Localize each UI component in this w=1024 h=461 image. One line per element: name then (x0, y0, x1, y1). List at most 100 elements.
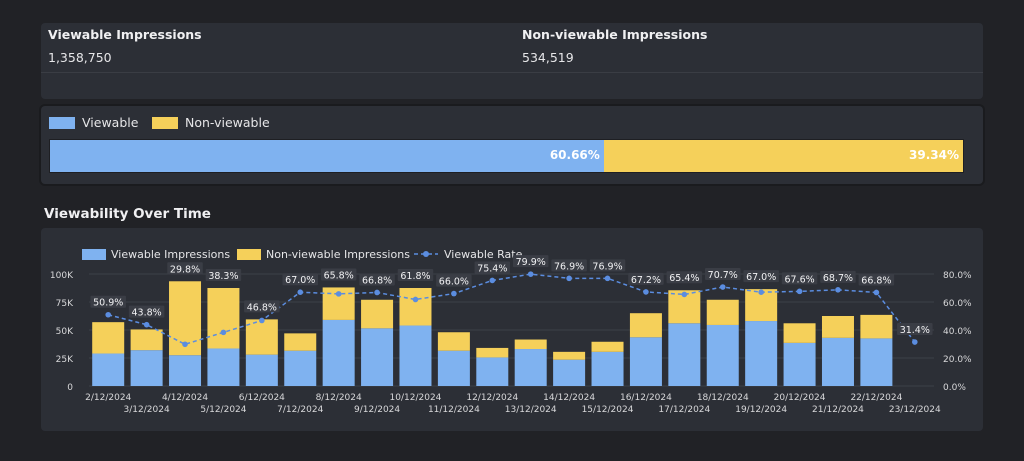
rate-label: 66.0% (439, 277, 469, 288)
bar-viewable (860, 338, 893, 386)
bar-viewable (821, 337, 854, 386)
bar-viewable (591, 351, 624, 386)
split-bar-viewable[interactable]: 60.66% (50, 140, 604, 172)
bar-nonviewable (591, 341, 624, 352)
rate-label-bg (244, 300, 280, 313)
y-left-tick-label: 0 (67, 383, 73, 393)
bar-viewable (706, 324, 739, 386)
legend-viewable-label: Viewable (82, 115, 139, 130)
legend-nonviewable-text: Non-viewable Impressions (266, 248, 410, 261)
summary-card: Viewable Impressions 1,358,750 Non-viewa… (41, 23, 983, 99)
rate-label-bg (205, 269, 242, 281)
rate-label: 67.2% (631, 275, 661, 286)
split-nonviewable-pct: 39.34% (909, 148, 959, 162)
x-tick-label: 13/12/2024 (505, 405, 557, 415)
legend-viewable[interactable]: Viewable (49, 115, 138, 130)
rate-label-bg (359, 273, 395, 286)
bar-nonviewable (92, 322, 125, 354)
rate-label: 76.9% (592, 261, 622, 272)
rate-label-bg (628, 272, 664, 285)
y-right-tick-label: 0.0% (943, 383, 966, 393)
x-tick-label: 6/12/2024 (239, 393, 285, 403)
rate-point (527, 271, 534, 277)
rate-point (835, 287, 841, 293)
rate-label: 50.9% (93, 298, 123, 309)
x-tick-label: 5/12/2024 (200, 405, 246, 415)
legend-nonviewable[interactable]: Non-viewable (152, 115, 270, 130)
y-left-tick-label: 100K (50, 271, 74, 281)
rate-label: 67.0% (746, 272, 776, 283)
x-tick-label: 22/12/2024 (850, 393, 902, 403)
rate-label: 76.9% (554, 261, 584, 272)
y-right-tick-label: 80.0% (943, 271, 972, 281)
rate-point (335, 291, 342, 297)
bar-nonviewable (245, 319, 278, 355)
viewable-metric: Viewable Impressions 1,358,750 (48, 27, 202, 65)
rate-label-bg (474, 261, 511, 274)
nonviewable-metric-label: Non-viewable Impressions (522, 27, 708, 42)
split-viewable-pct: 60.66% (549, 148, 600, 162)
rate-point (489, 277, 496, 284)
viewability-chart-card: Viewable Impressions Non-viewable Impress… (41, 228, 983, 431)
rate-label: 66.8% (861, 275, 891, 286)
x-tick-label: 18/12/2024 (697, 393, 749, 403)
nonviewable-metric-value: 534,519 (522, 50, 574, 65)
x-tick-label: 17/12/2024 (658, 405, 710, 415)
rate-label-bg (705, 268, 741, 281)
legend-nonviewable-label: Non-viewable (185, 115, 270, 130)
viewability-split-card: Viewable Non-viewable 60.66% 39.34% (41, 106, 983, 184)
y-left-tick-label: 50K (56, 327, 74, 337)
rate-point (681, 291, 688, 298)
bar-viewable (361, 328, 394, 386)
rate-point (259, 317, 265, 324)
rate-label: 65.4% (669, 273, 699, 284)
nonviewable-swatch (152, 116, 178, 129)
rate-label-bg (858, 273, 895, 286)
viewable-metric-label: Viewable Impressions (48, 27, 202, 42)
x-tick-label: 23/12/2024 (889, 405, 941, 415)
rate-point (796, 288, 803, 295)
rate-label: 29.8% (170, 264, 200, 275)
rate-label-bg (167, 262, 203, 275)
rate-label: 38.3% (208, 271, 238, 282)
x-tick-label: 9/12/2024 (354, 405, 400, 415)
rate-label-bg (436, 274, 472, 287)
bar-nonviewable (629, 313, 662, 338)
x-tick-label: 4/12/2024 (162, 393, 208, 403)
rate-point (143, 321, 150, 328)
viewable-metric-value: 1,358,750 (48, 50, 112, 65)
chart-title: Viewability Over Time (44, 206, 211, 222)
rate-label: 43.8% (132, 308, 162, 319)
x-tick-label: 2/12/2024 (85, 393, 131, 403)
rate-point (297, 289, 304, 295)
bar-viewable (745, 321, 778, 386)
bar-nonviewable (437, 332, 470, 351)
x-tick-label: 21/12/2024 (812, 405, 864, 415)
bar-nonviewable (130, 329, 163, 351)
rate-point (105, 311, 112, 318)
bar-nonviewable (821, 316, 854, 338)
x-tick-label: 14/12/2024 (543, 393, 595, 403)
bar-viewable (553, 359, 586, 386)
y-right-tick-label: 40.0% (943, 327, 972, 337)
rate-label-bg (512, 255, 549, 268)
y-left-tick-label: 25K (56, 355, 74, 365)
x-tick-label: 19/12/2024 (735, 405, 787, 415)
bar-nonviewable (476, 347, 509, 358)
x-tick-label: 7/12/2024 (277, 405, 323, 415)
rate-label: 67.0% (285, 275, 315, 286)
bar-nonviewable (860, 314, 893, 339)
split-bar-nonviewable[interactable]: 39.34% (603, 140, 963, 172)
bar-nonviewable (284, 333, 317, 351)
bar-viewable (783, 342, 816, 386)
rate-point (182, 341, 188, 348)
bar-nonviewable (399, 288, 432, 326)
bar-nonviewable (514, 339, 547, 350)
bar-viewable (322, 319, 355, 386)
bar-viewable (284, 350, 317, 386)
rate-point (374, 289, 380, 296)
rate-label: 70.7% (708, 270, 738, 281)
nonviewable-metric: Non-viewable Impressions 534,519 (522, 27, 707, 65)
bar-viewable (92, 353, 125, 386)
rate-label: 79.9% (516, 257, 546, 268)
